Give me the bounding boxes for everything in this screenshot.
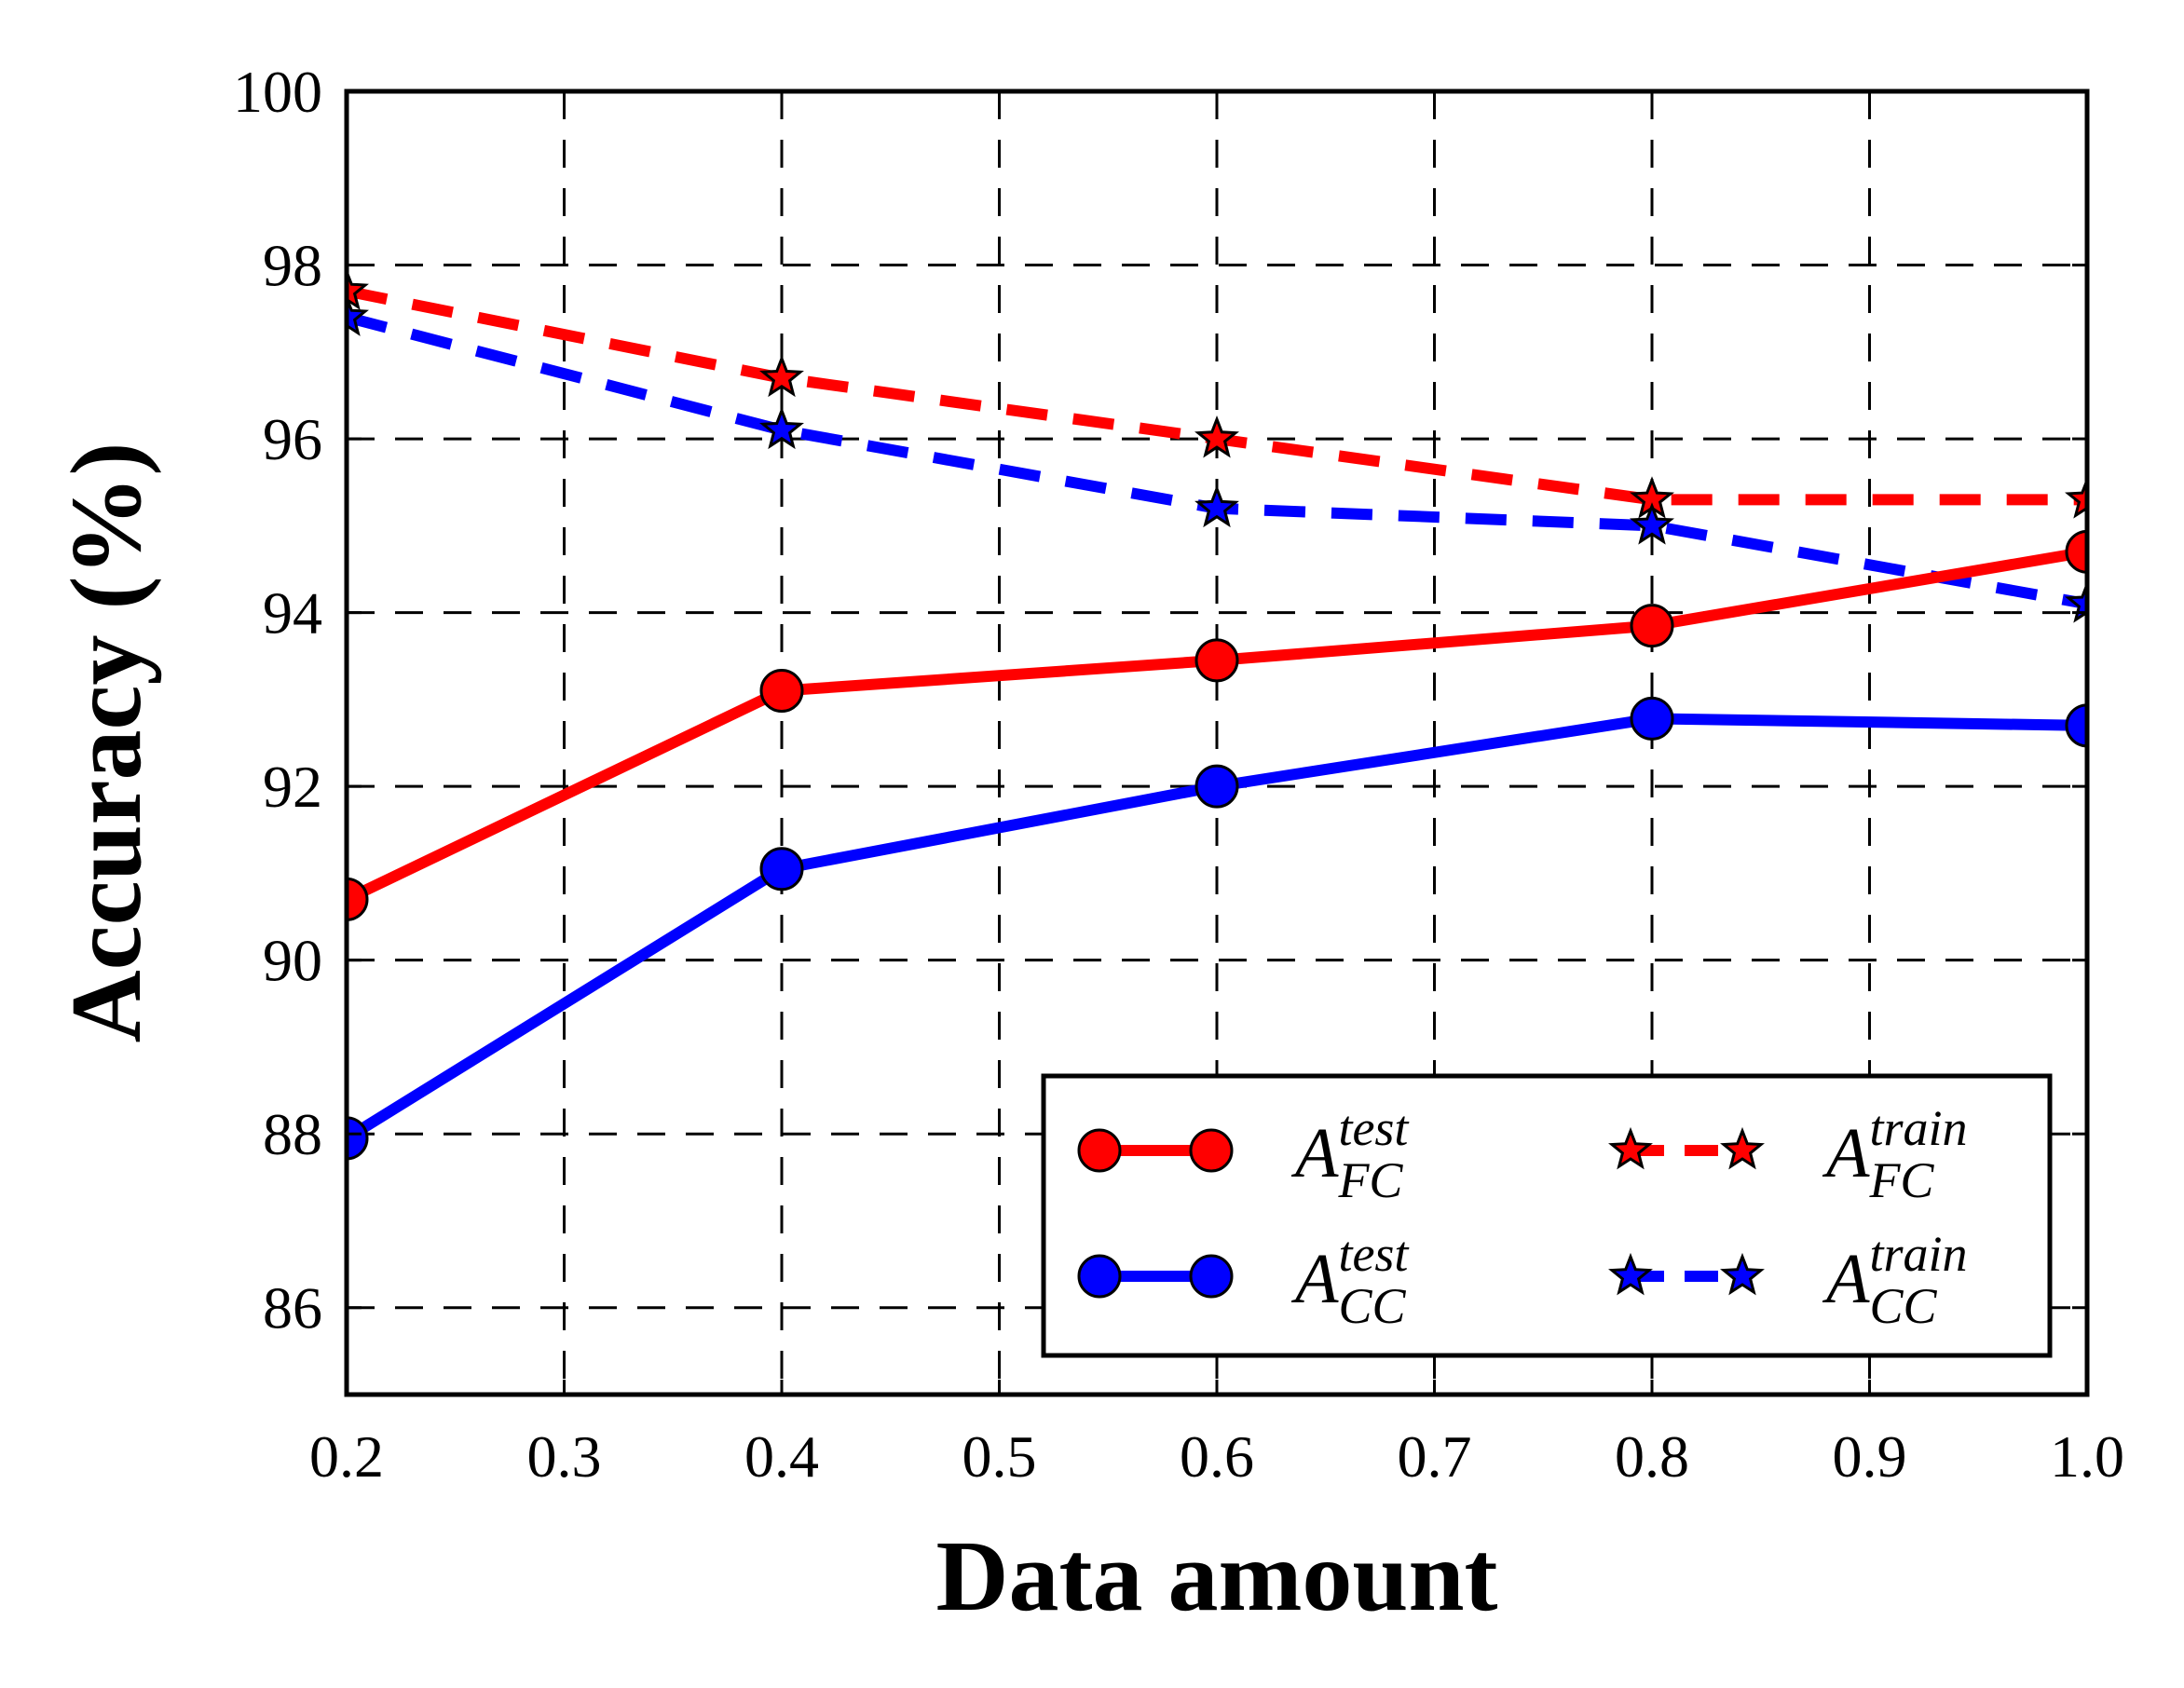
legend-marker xyxy=(1720,1252,1765,1296)
x-tick-label: 0.8 xyxy=(1615,1423,1689,1490)
y-tick-label: 100 xyxy=(233,59,322,125)
data-point xyxy=(1630,696,1674,741)
legend-marker xyxy=(1077,1254,1122,1299)
data-point xyxy=(1194,764,1239,809)
legend-entry-A_CC^test: ACCtest xyxy=(1077,1226,1410,1334)
x-tick-label: 0.6 xyxy=(1180,1423,1254,1490)
x-tick-label: 1.0 xyxy=(2050,1423,2124,1490)
x-tick-label: 0.4 xyxy=(744,1423,819,1490)
data-point xyxy=(347,267,369,310)
data-point xyxy=(759,669,804,714)
legend-marker xyxy=(1189,1254,1234,1299)
legend-entry-A_FC^train: AFCtrain xyxy=(1608,1100,1967,1208)
x-axis-title: Data amount xyxy=(935,1521,1497,1632)
x-tick-label: 0.9 xyxy=(1833,1423,1907,1490)
legend: AFCtest ACCtest AFCtrain ACCtrain xyxy=(1041,1073,2053,1358)
data-point xyxy=(1194,638,1239,683)
series-layer xyxy=(347,267,2087,1161)
y-tick-label: 98 xyxy=(263,233,322,299)
y-tick-label: 96 xyxy=(263,406,322,472)
x-tick-labels: 0.2 0.3 0.4 0.5 0.6 0.7 0.8 0.9 1.0 xyxy=(309,1423,2124,1490)
data-point xyxy=(1630,604,1674,648)
legend-entry-A_FC^test: AFCtest xyxy=(1077,1100,1410,1208)
data-point xyxy=(347,1116,369,1161)
y-tick-label: 92 xyxy=(263,754,322,820)
series-A_FC^test xyxy=(347,529,2087,921)
data-point xyxy=(1630,502,1674,545)
data-point xyxy=(2065,580,2087,623)
x-tick-label: 0.3 xyxy=(527,1423,602,1490)
y-tick-label: 88 xyxy=(263,1101,322,1167)
grid xyxy=(347,91,2087,1395)
legend-entry-A_CC^train: ACCtrain xyxy=(1608,1226,1967,1334)
legend-label: ACCtest xyxy=(1290,1226,1410,1334)
y-tick-label: 90 xyxy=(263,928,322,994)
data-point xyxy=(347,877,369,921)
data-point xyxy=(1194,484,1239,528)
ticks xyxy=(345,89,2089,1395)
y-tick-labels: 86 88 90 92 94 96 98 100 xyxy=(233,59,322,1341)
legend-label: ACCtrain xyxy=(1822,1226,1967,1334)
y-axis-title: Accuracy (%) xyxy=(51,442,162,1043)
data-point xyxy=(347,293,369,336)
data-point xyxy=(759,354,804,398)
x-tick-label: 0.7 xyxy=(1398,1423,1472,1490)
data-point xyxy=(1194,415,1239,458)
series-A_CC^test xyxy=(347,696,2087,1161)
legend-box xyxy=(1041,1073,2053,1358)
y-tick-label: 94 xyxy=(263,580,322,647)
legend-marker xyxy=(1189,1128,1234,1173)
data-point xyxy=(2065,476,2087,519)
legend-label: AFCtest xyxy=(1290,1100,1410,1208)
data-point xyxy=(2065,703,2087,748)
series-A_FC^train xyxy=(347,267,2087,519)
x-tick-label: 0.2 xyxy=(309,1423,384,1490)
data-point xyxy=(2065,529,2087,574)
legend-label: AFCtrain xyxy=(1822,1100,1967,1208)
y-tick-label: 86 xyxy=(263,1275,322,1341)
series-A_CC^train xyxy=(347,293,2087,623)
legend-marker xyxy=(1608,1126,1653,1170)
data-point xyxy=(759,406,804,450)
legend-marker xyxy=(1077,1128,1122,1173)
legend-marker xyxy=(1608,1252,1653,1296)
legend-marker xyxy=(1720,1126,1765,1170)
data-point xyxy=(759,847,804,892)
x-tick-label: 0.5 xyxy=(962,1423,1037,1490)
